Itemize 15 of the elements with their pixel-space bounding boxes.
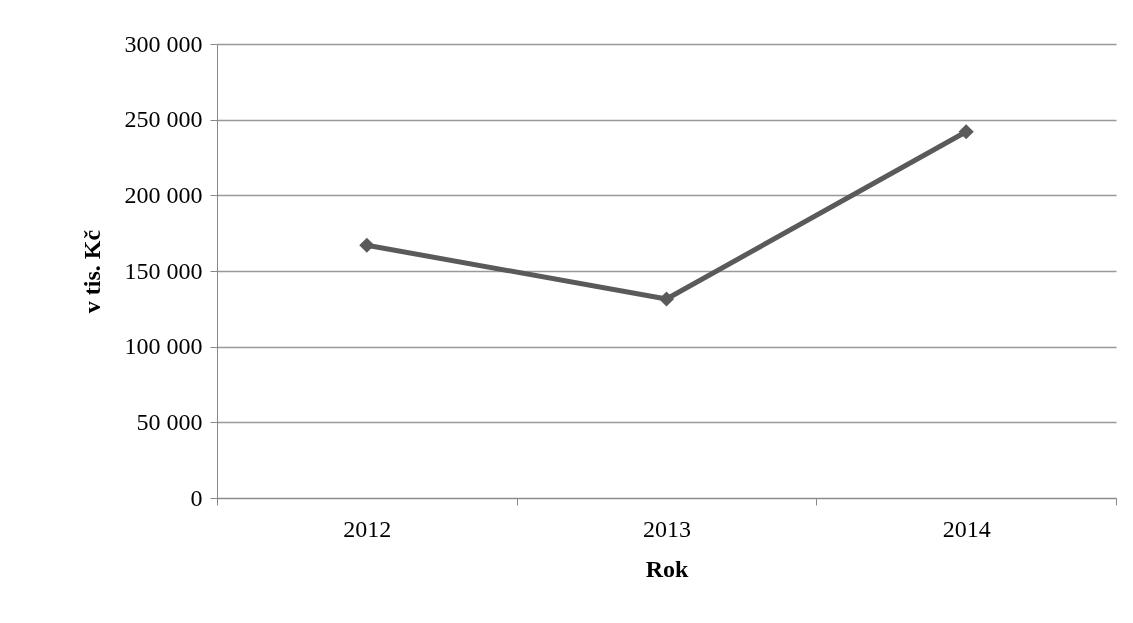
point [658,291,675,307]
y-tick-label: 50 000 [136,408,203,435]
point [958,124,974,140]
y-tick-label: 250 000 [124,106,203,133]
x-tick-label: 2014 [942,515,991,542]
y-tick-label: 150 000 [124,257,203,284]
y-axis-title: v tis. Kč [78,229,105,314]
x-axis-title: Rok [645,555,689,582]
point [359,237,375,253]
y-tick-label: 200 000 [124,181,203,208]
y-tick-label: 0 [190,484,203,511]
x-tick-label: 2013 [643,515,691,542]
y-tick-label: 100 000 [124,333,203,360]
x-tick-label: 2012 [343,515,392,542]
y-tick-label: 300 000 [124,30,203,57]
